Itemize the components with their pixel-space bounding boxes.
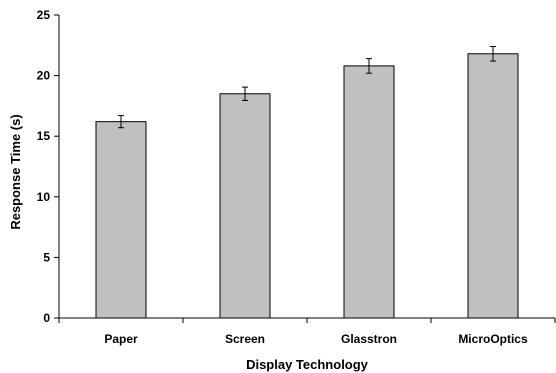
x-tick-label: Paper — [104, 332, 138, 346]
x-tick-label: MicroOptics — [458, 332, 528, 346]
y-tick-label: 15 — [37, 129, 51, 143]
y-tick-label: 20 — [37, 69, 51, 83]
y-tick-label: 5 — [43, 250, 50, 264]
bar — [95, 121, 147, 319]
bar — [343, 65, 395, 319]
bar — [219, 93, 271, 319]
y-tick-label: 10 — [37, 190, 51, 204]
bars-group — [95, 46, 519, 319]
bar — [467, 53, 519, 319]
x-tick-labels: Paper Screen Glasstron MicroOptics — [104, 332, 528, 346]
y-tick-label: 25 — [37, 8, 51, 22]
y-tick-label: 0 — [43, 311, 50, 325]
x-tick-label: Glasstron — [341, 332, 397, 346]
y-tick-labels: 0 5 10 15 20 25 — [37, 8, 51, 325]
x-tick-label: Screen — [225, 332, 265, 346]
x-axis-title: Display Technology — [246, 357, 369, 372]
y-axis-title: Response Time (s) — [8, 114, 23, 229]
